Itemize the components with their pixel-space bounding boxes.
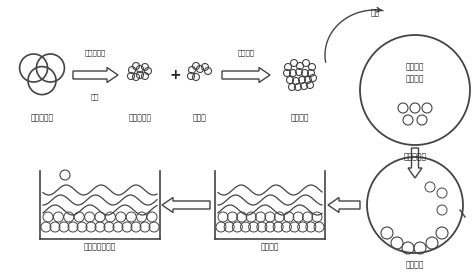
Text: 原状磷石膏: 原状磷石膏 [30,113,54,122]
Text: 混合粉料: 混合粉料 [291,113,309,122]
Text: 烘干、球磨: 烘干、球磨 [84,49,106,56]
Text: 骨料养护: 骨料养护 [261,242,279,251]
Text: 过筛: 过筛 [91,93,99,100]
Text: 土壤固化剂浸泡: 土壤固化剂浸泡 [84,242,116,251]
Polygon shape [222,68,270,83]
Polygon shape [162,198,210,212]
Text: 离心密实: 离心密实 [406,260,424,269]
Text: 冷粘结剂
溶液喷雾: 冷粘结剂 溶液喷雾 [406,62,424,84]
Polygon shape [408,148,422,178]
Text: 混合均匀: 混合均匀 [237,49,255,56]
Text: 造粒机成型: 造粒机成型 [403,152,427,161]
Text: +: + [169,68,181,82]
Text: 磷石膏粉末: 磷石膏粉末 [128,113,152,122]
Text: 前驱体: 前驱体 [193,113,207,122]
Polygon shape [73,68,118,83]
Polygon shape [328,198,360,212]
Text: 投料: 投料 [370,8,380,17]
